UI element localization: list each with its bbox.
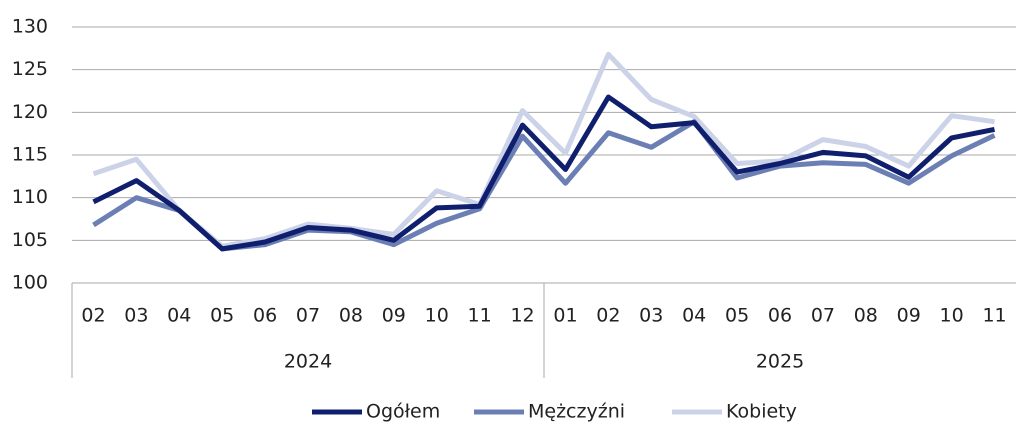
- x-tick-label: 11: [468, 305, 492, 327]
- group-label: 2025: [756, 351, 804, 373]
- legend-label: Kobiety: [726, 401, 797, 423]
- legend-label: Ogółem: [366, 401, 440, 423]
- series-line: [92, 119, 996, 252]
- x-tick-label: 08: [339, 305, 363, 327]
- x-tick-label: 04: [167, 305, 191, 327]
- y-tick-label: 120: [12, 101, 48, 123]
- legend-label: Mężczyźni: [528, 401, 625, 423]
- x-tick-label: 09: [382, 305, 406, 327]
- x-tick-label: 08: [854, 305, 878, 327]
- x-tick-label: 02: [596, 305, 620, 327]
- x-tick-label: 07: [296, 305, 320, 327]
- x-tick-label: 03: [639, 305, 663, 327]
- x-tick-label: 05: [725, 305, 749, 327]
- y-tick-label: 100: [12, 272, 48, 294]
- x-tick-label: 10: [425, 305, 449, 327]
- x-tick-label: 07: [811, 305, 835, 327]
- x-tick-label: 03: [124, 305, 148, 327]
- x-tick-label: 09: [897, 305, 921, 327]
- y-tick-label: 110: [12, 186, 48, 208]
- y-tick-label: 115: [12, 144, 48, 166]
- y-tick-label: 125: [12, 58, 48, 80]
- x-tick-label: 06: [768, 305, 792, 327]
- x-tick-label: 06: [253, 305, 277, 327]
- x-tick-label: 01: [553, 305, 577, 327]
- x-tick-label: 10: [940, 305, 964, 327]
- x-tick-label: 05: [210, 305, 234, 327]
- group-label: 2024: [284, 351, 332, 373]
- y-tick-label: 130: [12, 16, 48, 38]
- x-tick-label: 11: [982, 305, 1006, 327]
- x-tick-label: 04: [682, 305, 706, 327]
- series-line: [92, 94, 995, 252]
- x-tick-label: 02: [81, 305, 105, 327]
- y-tick-label: 105: [12, 229, 48, 251]
- x-tick-label: 12: [510, 305, 534, 327]
- series-line: [92, 51, 995, 249]
